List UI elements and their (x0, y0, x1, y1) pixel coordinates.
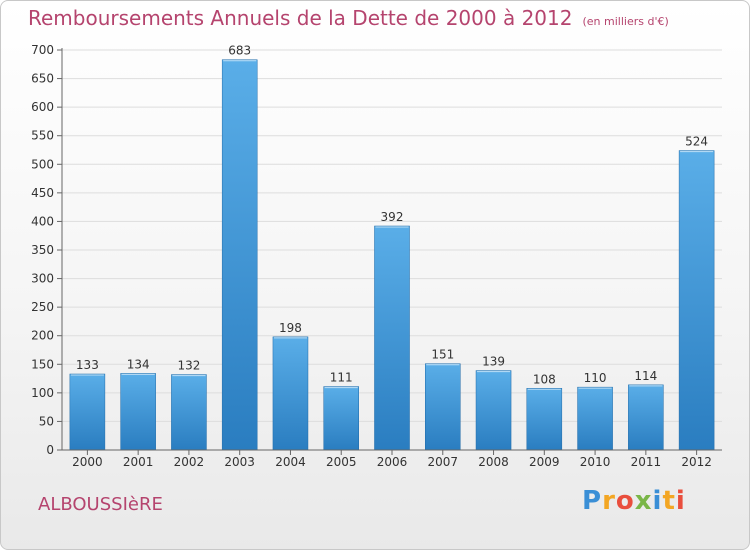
logo-letter: P (582, 486, 603, 516)
bar-2004 (272, 336, 309, 451)
data-label-2003: 683 (228, 44, 251, 58)
chart-title: Remboursements Annuels de la Dette de 20… (28, 6, 669, 30)
logo-letter: x (634, 486, 653, 516)
y-tick-label: 650 (31, 72, 54, 86)
bar-2008 (475, 370, 512, 451)
data-label-2010: 110 (584, 371, 607, 385)
bar-2000 (69, 373, 106, 451)
y-tick-label: 550 (31, 129, 54, 143)
x-tick-label-2006: 2006 (377, 455, 408, 469)
data-labels: 133 134 132 683 198 111 392 151 139 108 110 114 524 (76, 44, 708, 387)
y-tick-label: 350 (31, 243, 54, 257)
commune-name: ALBOUSSIèRE (38, 494, 163, 515)
y-tick-label: 400 (31, 214, 54, 228)
y-tick-label: 50 (39, 414, 54, 428)
data-label-2007: 151 (431, 348, 454, 362)
y-tick-label: 500 (31, 157, 54, 171)
y-tick-label: 600 (31, 100, 54, 114)
logo-letter: o (615, 486, 635, 516)
bar-2007 (425, 363, 461, 451)
data-label-2002: 132 (177, 359, 200, 373)
bar-2011 (628, 384, 664, 451)
data-label-2000: 133 (76, 358, 99, 372)
y-tick-label: 700 (31, 43, 54, 57)
chart-title-text: Remboursements Annuels de la Dette de 20… (28, 6, 573, 30)
x-tick-label-2008: 2008 (478, 455, 509, 469)
y-tick-label: 450 (31, 186, 54, 200)
data-label-2008: 139 (482, 355, 505, 369)
y-tick-label: 100 (31, 386, 54, 400)
logo-letter: i (675, 486, 686, 516)
y-tick-label: 250 (31, 300, 54, 314)
x-tick-label-2003: 2003 (224, 455, 255, 469)
bars (69, 59, 715, 451)
data-label-2011: 114 (634, 369, 657, 383)
y-tick-label: 150 (31, 357, 54, 371)
x-tick-label-2002: 2002 (174, 455, 205, 469)
x-tick-label-2012: 2012 (681, 455, 712, 469)
bar-2010 (577, 386, 613, 451)
logo-letter: i (652, 486, 663, 516)
data-label-2005: 111 (330, 371, 353, 385)
logo-letter: r (602, 486, 616, 516)
data-label-2004: 198 (279, 321, 302, 335)
x-tick-label-2007: 2007 (427, 455, 458, 469)
x-tick-label-2009: 2009 (529, 455, 560, 469)
axes: 0 50 100 150 200 250 300 350 400 450 500 550 600 650 7… (31, 43, 722, 469)
x-tick-label-2004: 2004 (275, 455, 306, 469)
chart-subtitle: (en milliers d'€) (582, 15, 669, 28)
bar-2001 (120, 373, 156, 451)
data-label-2009: 108 (533, 372, 556, 386)
x-tick-label-2011: 2011 (631, 455, 662, 469)
y-tick-label: 300 (31, 272, 54, 286)
bar-2002 (171, 374, 207, 451)
data-label-2012: 524 (685, 135, 708, 149)
bar-2006 (374, 225, 410, 451)
bar-2009 (526, 388, 563, 451)
bar-2005 (323, 386, 359, 451)
proxiti-logo: Proxiti (582, 486, 686, 516)
data-label-2001: 134 (127, 357, 150, 371)
logo-letter: t (662, 486, 676, 516)
bar-2003 (221, 59, 258, 451)
x-tick-label-2001: 2001 (123, 455, 154, 469)
y-tick-label: 0 (46, 443, 54, 457)
y-tick-label: 200 (31, 329, 54, 343)
bar-2012 (678, 150, 715, 451)
x-tick-label-2000: 2000 (72, 455, 103, 469)
x-tick-label-2005: 2005 (326, 455, 357, 469)
x-tick-label-2010: 2010 (580, 455, 611, 469)
data-label-2006: 392 (381, 210, 404, 224)
